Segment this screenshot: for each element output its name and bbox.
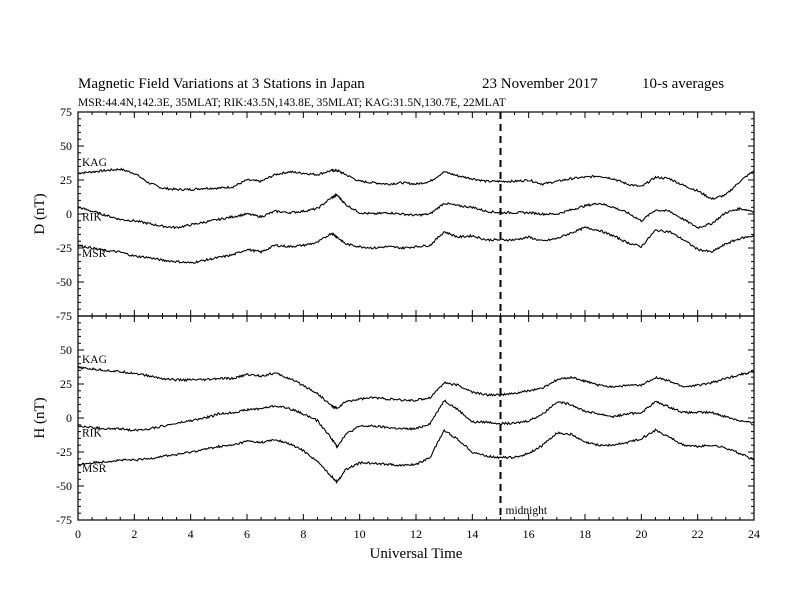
x-tick-label: 8 [300, 527, 306, 541]
y-axis-label-bottom: H (nT) [32, 397, 48, 438]
y-tick-label: -75 [56, 309, 72, 323]
series-label-msr-top: MSR [82, 248, 107, 260]
chart-date: 23 November 2017 [482, 76, 598, 92]
x-tick-label: 4 [188, 527, 194, 541]
series-line-kag-bottom [77, 365, 755, 410]
x-tick-label: 12 [410, 527, 422, 541]
series-line-msr-bottom [78, 428, 755, 485]
y-tick-label: -25 [56, 445, 72, 459]
x-axis-label: Universal Time [370, 546, 463, 562]
x-tick-label: 0 [75, 527, 81, 541]
y-tick-label: 0 [66, 207, 72, 221]
y-tick-label: 25 [60, 377, 72, 391]
x-tick-label: 6 [244, 527, 250, 541]
y-axis-label-top: D (nT) [32, 193, 48, 234]
series-label-rik-top: RIK [82, 211, 103, 223]
y-tick-label: -50 [56, 479, 72, 493]
y-tick-label: -25 [56, 241, 72, 255]
series-line-rik-top [77, 192, 755, 230]
chart-title: Magnetic Field Variations at 3 Stations … [78, 76, 365, 92]
x-tick-label: 20 [635, 527, 647, 541]
series-line-msr-top [77, 226, 755, 264]
series-label-kag-top: KAG [82, 157, 107, 169]
series-label-rik-bottom: RIK [82, 428, 103, 440]
series-label-msr-bottom: MSR [82, 463, 107, 475]
x-tick-label: 2 [131, 527, 137, 541]
y-tick-label: 75 [60, 105, 72, 119]
x-tick-label: 10 [354, 527, 366, 541]
x-tick-label: 24 [748, 527, 760, 541]
chart-averaging: 10-s averages [642, 76, 724, 92]
midnight-label: midnight [506, 505, 548, 517]
x-tick-label: 16 [523, 527, 535, 541]
y-tick-label: 0 [66, 411, 72, 425]
y-tick-label: 50 [60, 343, 72, 357]
y-tick-label: -50 [56, 275, 72, 289]
x-tick-label: 14 [466, 527, 478, 541]
y-tick-label: 50 [60, 139, 72, 153]
x-tick-label: 18 [579, 527, 591, 541]
x-tick-label: 22 [692, 527, 704, 541]
stations-subtitle: MSR:44.4N,142.3E, 35MLAT; RIK:43.5N,143.… [78, 97, 506, 109]
y-tick-label: 25 [60, 173, 72, 187]
panel-frame-bottom [77, 315, 755, 521]
y-tick-label: -75 [56, 513, 72, 527]
series-label-kag-bottom: KAG [82, 354, 107, 366]
series-line-kag-top [77, 167, 755, 201]
series-line-rik-bottom [77, 399, 755, 449]
